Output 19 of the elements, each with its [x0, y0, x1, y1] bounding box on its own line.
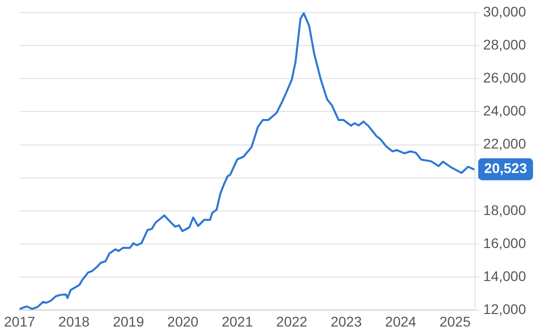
x-tick-label: 2023 [330, 313, 362, 330]
annotation: 20,523 [484, 160, 528, 176]
y-tick-label: 14,000 [483, 268, 526, 284]
x-tick-label: 2017 [4, 313, 36, 330]
x-tick-label: 2021 [222, 313, 254, 330]
y-tick-label: 18,000 [483, 202, 526, 218]
x-tick-label: 2018 [58, 313, 90, 330]
x-tick-label: 2024 [385, 313, 416, 330]
x-tick-label: 2020 [167, 313, 199, 330]
x-tick-label: 2025 [439, 313, 471, 330]
y-tick-label: 16,000 [483, 234, 526, 251]
x-tick-label: 2019 [112, 313, 144, 330]
y-tick-label: 12,000 [483, 301, 526, 318]
y-tick-label: 28,000 [483, 36, 526, 52]
y-tick-label: 30,000 [483, 3, 526, 20]
y-tick-label: 22,000 [483, 136, 526, 152]
y-tick-label: 26,000 [483, 69, 526, 86]
y-tick-label: 24,000 [483, 102, 526, 119]
x-tick-label: 2022 [276, 313, 308, 330]
